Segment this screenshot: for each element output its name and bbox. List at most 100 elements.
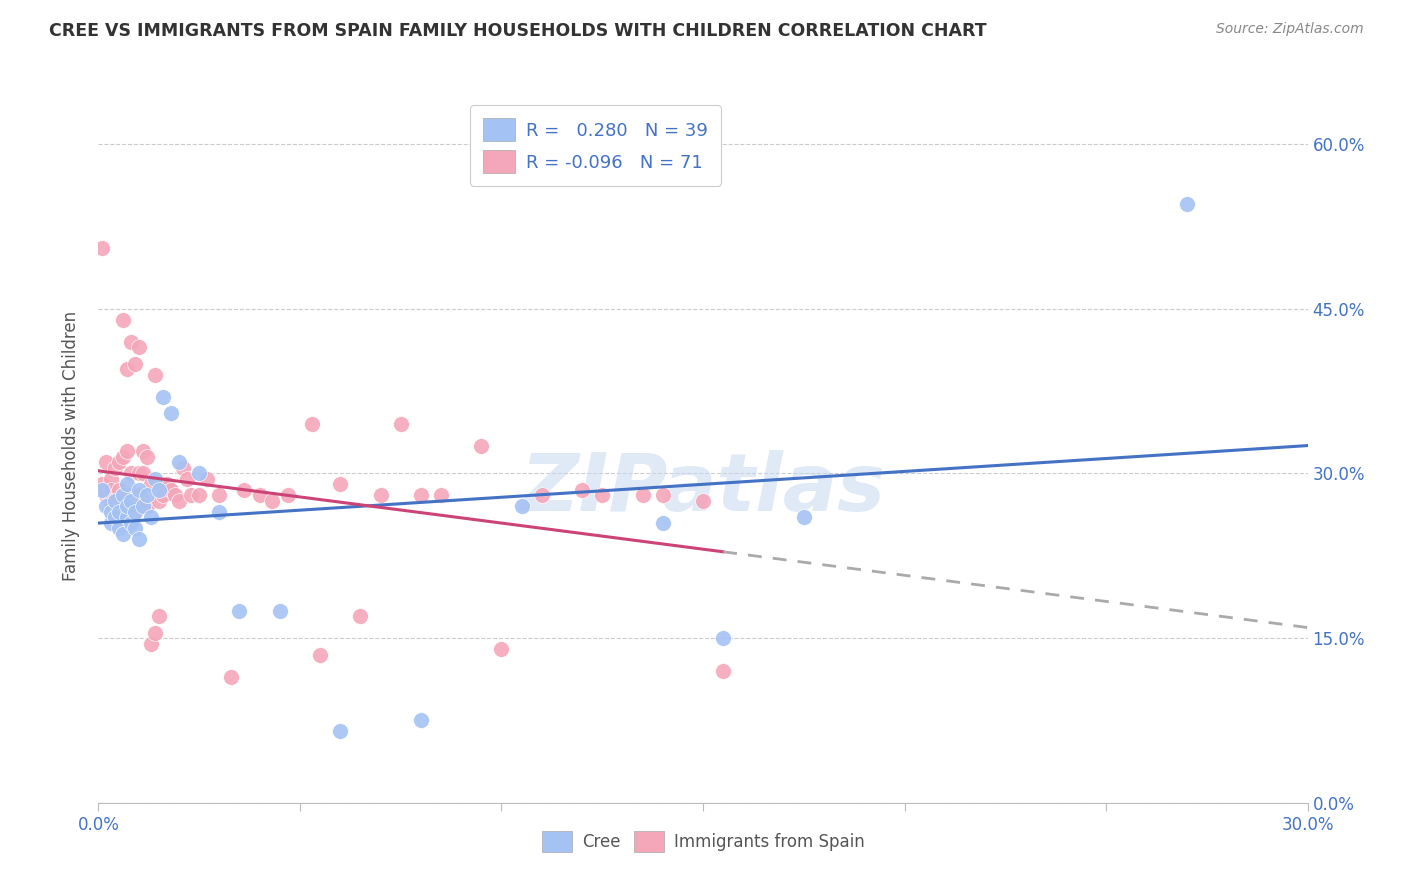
Point — [124, 521, 146, 535]
Legend: Cree, Immigrants from Spain: Cree, Immigrants from Spain — [536, 824, 870, 859]
Point — [370, 488, 392, 502]
Text: Source: ZipAtlas.com: Source: ZipAtlas.com — [1216, 22, 1364, 37]
Point — [1175, 197, 1198, 211]
Point — [132, 494, 155, 508]
Point — [128, 533, 150, 547]
Point — [167, 494, 190, 508]
Point — [309, 648, 332, 662]
Point — [188, 467, 211, 481]
Point — [103, 510, 125, 524]
Point — [107, 505, 129, 519]
Point — [249, 488, 271, 502]
Point — [430, 488, 453, 502]
Point — [96, 500, 118, 514]
Point — [491, 642, 513, 657]
Point — [510, 500, 533, 514]
Point — [152, 477, 174, 491]
Point — [111, 488, 134, 502]
Point — [176, 472, 198, 486]
Point — [139, 510, 162, 524]
Point — [711, 664, 734, 678]
Point — [349, 609, 371, 624]
Point — [152, 390, 174, 404]
Point — [103, 494, 125, 508]
Point — [100, 505, 122, 519]
Point — [571, 483, 593, 497]
Point — [232, 483, 254, 497]
Point — [591, 488, 613, 502]
Point — [115, 444, 138, 458]
Point — [91, 483, 114, 497]
Point — [143, 368, 166, 382]
Point — [135, 500, 157, 514]
Point — [692, 494, 714, 508]
Point — [115, 477, 138, 491]
Point — [208, 505, 231, 519]
Point — [100, 516, 122, 530]
Point — [124, 357, 146, 371]
Point — [163, 488, 186, 502]
Point — [152, 488, 174, 502]
Point — [96, 455, 118, 469]
Y-axis label: Family Households with Children: Family Households with Children — [62, 311, 80, 581]
Text: ZIPatlas: ZIPatlas — [520, 450, 886, 528]
Point — [139, 637, 162, 651]
Point — [132, 500, 155, 514]
Point — [208, 488, 231, 502]
Point — [277, 488, 299, 502]
Point — [221, 669, 243, 683]
Point — [651, 516, 673, 530]
Point — [120, 516, 142, 530]
Point — [115, 488, 138, 502]
Point — [269, 604, 291, 618]
Point — [128, 488, 150, 502]
Point — [107, 521, 129, 535]
Point — [120, 494, 142, 508]
Point — [143, 472, 166, 486]
Text: CREE VS IMMIGRANTS FROM SPAIN FAMILY HOUSEHOLDS WITH CHILDREN CORRELATION CHART: CREE VS IMMIGRANTS FROM SPAIN FAMILY HOU… — [49, 22, 987, 40]
Point — [530, 488, 553, 502]
Point — [128, 340, 150, 354]
Point — [128, 483, 150, 497]
Point — [135, 488, 157, 502]
Point — [100, 472, 122, 486]
Point — [91, 477, 114, 491]
Point — [132, 467, 155, 481]
Point — [120, 334, 142, 349]
Point — [135, 450, 157, 464]
Point — [91, 241, 114, 255]
Point — [128, 467, 150, 481]
Point — [409, 714, 432, 728]
Point — [228, 604, 250, 618]
Point — [96, 488, 118, 502]
Point — [156, 477, 179, 491]
Point — [132, 444, 155, 458]
Point — [120, 500, 142, 514]
Point — [100, 494, 122, 508]
Point — [115, 510, 138, 524]
Point — [172, 461, 194, 475]
Point — [111, 488, 134, 502]
Point — [124, 505, 146, 519]
Point — [793, 510, 815, 524]
Point — [115, 362, 138, 376]
Point — [329, 724, 352, 739]
Point — [167, 455, 190, 469]
Point — [107, 455, 129, 469]
Point — [124, 505, 146, 519]
Point — [139, 477, 162, 491]
Point — [107, 483, 129, 497]
Point — [120, 467, 142, 481]
Point — [180, 488, 202, 502]
Point — [160, 406, 183, 420]
Point — [260, 494, 283, 508]
Point — [188, 488, 211, 502]
Point — [148, 483, 170, 497]
Point — [329, 477, 352, 491]
Point — [195, 472, 218, 486]
Point — [631, 488, 654, 502]
Point — [711, 631, 734, 645]
Point — [103, 494, 125, 508]
Point — [103, 461, 125, 475]
Point — [111, 312, 134, 326]
